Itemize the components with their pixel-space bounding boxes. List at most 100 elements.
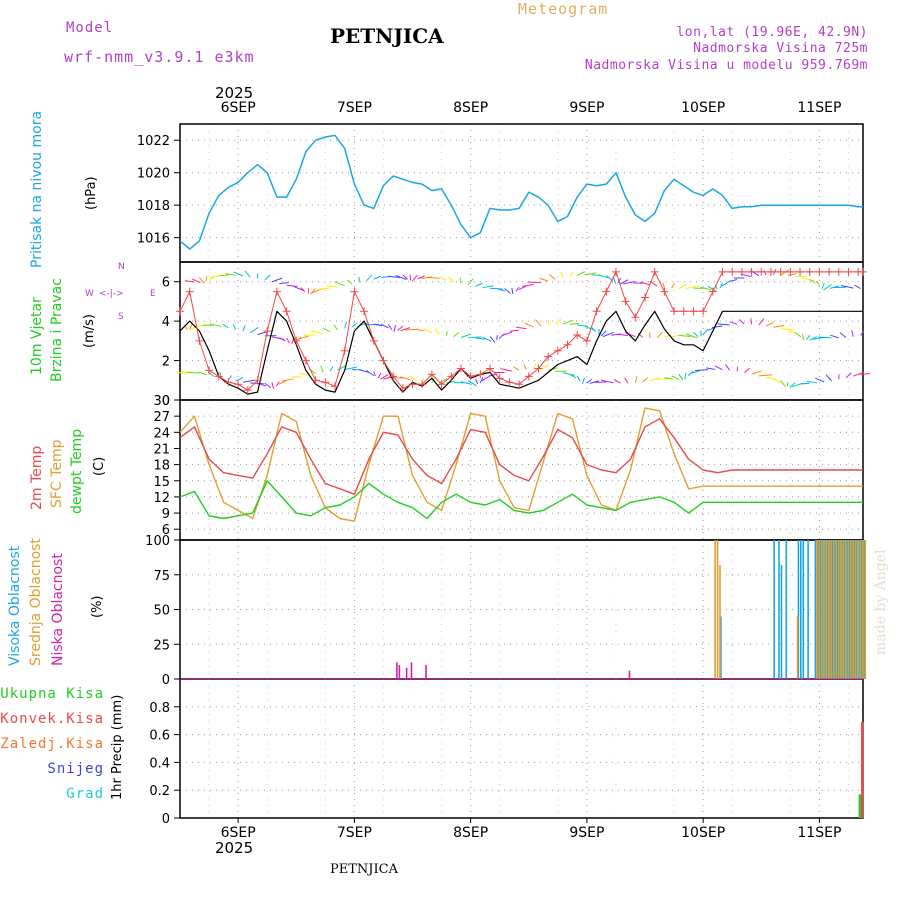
wind-arrow [524,322,534,328]
cloud-bar [628,670,631,679]
wind-gust-marker [234,380,243,389]
wind-arrow [678,334,691,337]
wind-arrow [801,333,805,341]
day-label-top: 8SEP [453,100,488,116]
day-label-bottom: 6SEP [221,825,256,841]
wind-gust-marker [263,327,272,335]
wind-arrow [686,285,699,290]
cloud-bar [814,540,817,679]
precip-bar [858,794,862,818]
wind-gust-marker [456,364,465,373]
wind-arrow [320,287,331,290]
wind-arrow [184,280,195,283]
cloud-bar [852,540,854,679]
wind-gust-marker [185,287,194,296]
wind-arrow [479,377,484,384]
wind-arrow [373,371,376,377]
wind-arrow [581,377,585,385]
wind-gust-marker [495,374,504,383]
wind-arrow [657,378,670,380]
precip-bar [861,722,864,818]
wind-gust-marker [573,330,582,339]
wind-arrow [728,279,738,282]
cloud-bar [858,540,860,679]
y-tick-label: 0.2 [149,784,170,799]
year-bottom: 2025 [215,839,254,857]
compass-arrows: <-|-> [99,289,124,299]
wind-arrow [602,331,614,338]
compass-s: S [118,312,124,322]
wind-arrow [576,375,581,382]
cloud-bar [825,540,828,679]
day-label-bottom: 10SEP [681,825,725,841]
wind-arrow [829,285,839,289]
wind-arrow [845,372,852,379]
wind-arrow [584,272,597,276]
wind-gust-marker [515,380,524,389]
legend-konvek: Konvek.Kisa [0,711,104,727]
wind-arrow [299,335,309,340]
wind-arrow [773,325,785,328]
cloud-bar [836,540,838,679]
y-tick-label: 1016 [137,232,170,247]
cloud-bar [848,540,851,679]
wind-gust-marker [224,378,233,387]
cloud-bar [841,540,843,679]
cloud-bar [863,540,865,679]
wind-gust-marker [796,267,805,276]
wind-arrow [295,336,302,342]
wind-arrow [475,337,486,340]
wind-arrow [373,323,383,327]
wind-gust-marker [369,336,378,345]
cloud-bar [833,540,835,679]
wind-arrow [591,327,596,332]
wind-arrow [853,371,864,377]
wind-arrow [765,322,774,327]
wind-gust-marker [834,267,843,276]
day-label-bottom: 8SEP [453,825,488,841]
wind-arrow [586,378,593,384]
wind-arrow [244,270,251,278]
wind-arrow [205,276,208,282]
wind-arrow [467,380,477,387]
wind-arrow [624,377,629,384]
wind-arrow [264,382,272,389]
wind-arrow [751,370,762,375]
wind-arrow [577,324,588,327]
wind-arrow [555,318,562,325]
wind-arrow [219,274,229,277]
cloud-bar [860,540,863,679]
cloud-bar [819,540,821,679]
station-title: PETNJICA [330,24,444,48]
wind-arrow [690,369,701,374]
wind-arrow [624,332,636,338]
wind-arrow [300,287,306,293]
y-tick-label: 25 [153,638,170,653]
wind-arrow [388,275,401,278]
wind-arrow [623,280,636,285]
wind-arrow [562,319,574,325]
wind-arrow [320,365,324,373]
wind-arrow [210,274,222,279]
cloud-bar [398,665,401,679]
wind-gust-marker [660,287,669,296]
wind-gust-marker [476,370,485,379]
wind-arrow [411,274,418,282]
wind-arrow [347,279,353,285]
wind-gust-marker [350,287,359,296]
wind-arrow [415,328,425,332]
wind-arrow [475,282,484,287]
cloud-bar [823,540,825,679]
wind-arrow [535,319,542,327]
wind-arrow [186,371,200,374]
y-tick-label: 12 [153,491,170,506]
wind-arrow [189,323,193,331]
wind-gust-marker [708,287,717,296]
y-tick-label: 0 [162,673,170,688]
temp-2m-line [179,418,863,495]
wind-arrow [613,379,622,384]
wind-gust-marker [544,352,553,361]
wind-gust-marker [214,372,223,381]
dewpt-line [179,480,863,520]
wind-arrow [736,366,739,372]
